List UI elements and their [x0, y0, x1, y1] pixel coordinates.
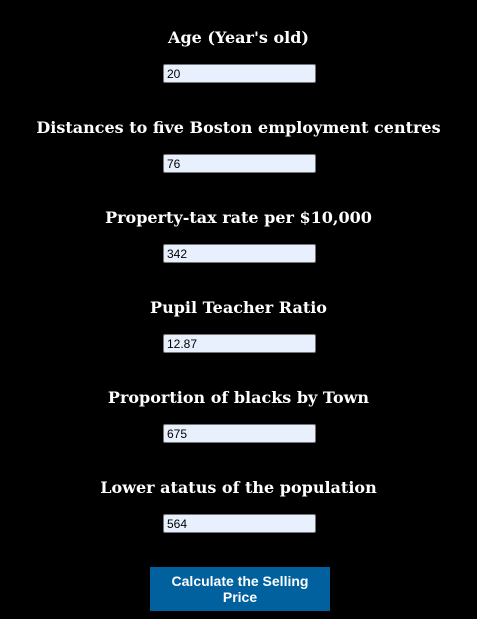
age-input[interactable] — [163, 64, 316, 83]
pupil-teacher-label: Pupil Teacher Ratio — [150, 298, 327, 317]
lower-status-input[interactable] — [163, 514, 316, 533]
distances-input[interactable] — [163, 154, 316, 173]
proportion-label: Proportion of blacks by Town — [107, 388, 370, 407]
lower-status-label: Lower atatus of the population — [100, 478, 377, 497]
age-label: Age (Year's old) — [168, 28, 309, 47]
field-proportion: Proportion of blacks by Town — [0, 389, 477, 479]
pupil-teacher-input[interactable] — [163, 334, 316, 353]
property-tax-input[interactable] — [163, 244, 316, 263]
field-pupil-teacher: Pupil Teacher Ratio — [0, 299, 477, 389]
property-tax-label: Property-tax rate per $10,000 — [105, 208, 372, 227]
distances-label: Distances to five Boston employment cent… — [36, 118, 441, 137]
proportion-input[interactable] — [163, 424, 316, 443]
field-lower-status: Lower atatus of the population — [0, 479, 477, 569]
calculate-price-button[interactable]: Calculate the Selling Price — [150, 567, 330, 611]
field-age: Age (Year's old) — [0, 29, 477, 119]
field-distances: Distances to five Boston employment cent… — [0, 119, 477, 209]
field-property-tax: Property-tax rate per $10,000 — [0, 209, 477, 299]
